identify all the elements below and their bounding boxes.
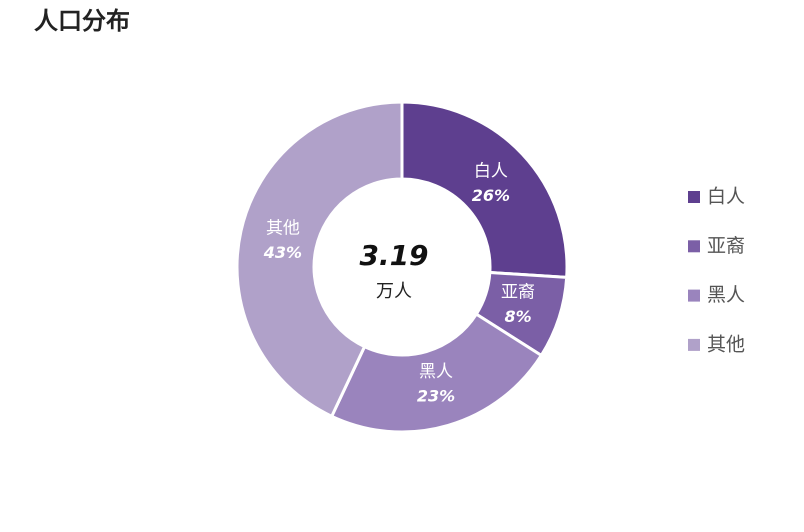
donut-slice [235, 100, 404, 419]
slice-value-label: 43% [263, 243, 302, 262]
legend-label: 其他 [707, 333, 745, 355]
chart-title: 人口分布 [34, 7, 130, 35]
slice-value-label: 23% [417, 387, 455, 406]
slice-value-label: 26% [472, 186, 510, 205]
legend-label: 亚裔 [707, 235, 745, 257]
legend-swatch [688, 240, 700, 253]
slice-label: 亚裔 [501, 283, 535, 303]
donut-slice [329, 312, 544, 434]
slice-label: 白人 [474, 161, 508, 181]
donut-slice [400, 100, 569, 279]
slice-value-label: 8% [504, 307, 531, 326]
legend-swatch [688, 289, 700, 302]
legend-label: 黑人 [707, 284, 745, 306]
legend-swatch [688, 191, 700, 203]
center-value: 3.19 [359, 239, 428, 272]
legend-swatch [688, 338, 700, 351]
legend-label: 白人 [707, 186, 745, 208]
slice-label: 其他 [266, 218, 300, 238]
slice-label: 黑人 [419, 362, 453, 382]
center-unit: 万人 [376, 281, 412, 302]
